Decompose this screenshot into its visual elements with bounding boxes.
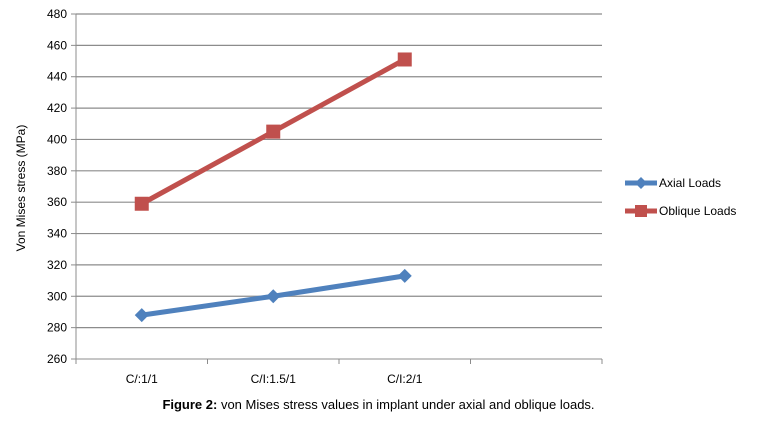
legend-label: Axial Loads xyxy=(659,176,721,190)
y-tick-label: 320 xyxy=(47,258,67,272)
y-axis-ticks: 260 280 300 320 340 360 380 400 420 440 460 480 xyxy=(47,7,76,366)
x-tick-label: C/I:1.5/1 xyxy=(251,372,297,386)
series-group xyxy=(134,52,412,323)
legend-entry: Oblique Loads xyxy=(625,204,736,218)
legend-label: Oblique Loads xyxy=(659,204,736,218)
y-tick-label: 460 xyxy=(47,38,67,52)
y-tick-label: 440 xyxy=(47,70,67,84)
y-axis-title: Von Mises stress (MPa) xyxy=(14,125,28,252)
y-tick-label: 260 xyxy=(47,352,67,366)
x-tick-label: C/I:2/1 xyxy=(387,372,423,386)
caption-text: von Mises stress values in implant under… xyxy=(217,397,595,412)
caption-label: Figure 2: xyxy=(162,397,218,412)
data-point-marker xyxy=(397,268,412,283)
series-oblique-loads xyxy=(134,52,412,211)
x-axis: C/:1/1 C/I:1.5/1 C/I:2/1 xyxy=(75,14,603,386)
line-chart: 260 280 300 320 340 360 380 400 420 440 460 480 C/:… xyxy=(14,7,736,386)
y-tick-label: 360 xyxy=(47,195,67,209)
legend-marker xyxy=(635,177,647,189)
y-tick-label: 380 xyxy=(47,164,67,178)
legend: Axial Loads Oblique Loads xyxy=(625,176,736,218)
y-tick-label: 340 xyxy=(47,227,67,241)
data-point-marker xyxy=(266,124,281,139)
y-tick-label: 300 xyxy=(47,289,67,303)
y-tick-label: 420 xyxy=(47,101,67,115)
series-axial-loads xyxy=(134,268,412,323)
y-tick-label: 480 xyxy=(47,7,67,21)
legend-marker xyxy=(635,205,647,217)
legend-entry: Axial Loads xyxy=(625,176,721,190)
x-tick-label: C/:1/1 xyxy=(126,372,158,386)
data-point-marker xyxy=(134,196,149,211)
data-point-marker xyxy=(134,308,149,323)
data-point-marker xyxy=(266,289,281,304)
data-point-marker xyxy=(397,52,412,67)
gridlines xyxy=(76,13,602,329)
y-tick-label: 280 xyxy=(47,321,67,335)
figure-caption: Figure 2: von Mises stress values in imp… xyxy=(0,397,757,412)
y-tick-label: 400 xyxy=(47,132,67,146)
